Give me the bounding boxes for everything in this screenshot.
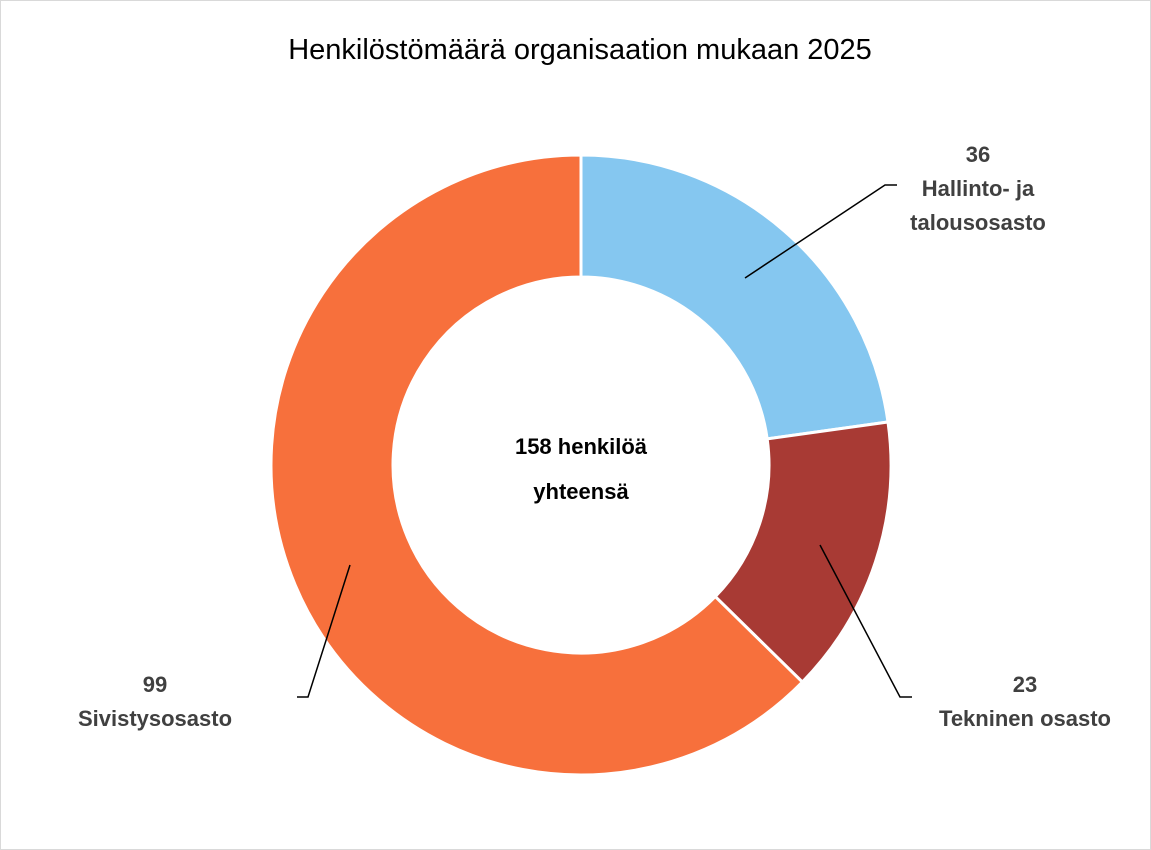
category-label: Tekninen osasto [939,706,1111,731]
slice [579,153,890,441]
center-label: 158 henkilöä yhteensä [431,424,731,514]
value-label: 99 [142,672,168,697]
center-line: yhteensä [533,479,629,504]
value-label: 36 [965,142,991,167]
data-label: 23 Tekninen osasto [915,668,1135,736]
leader-line [744,184,897,279]
center-line: 158 henkilöä [514,434,648,459]
leader-line [297,564,351,698]
data-label: 36 Hallinto- ja talousosasto [878,138,1078,240]
leader-line [819,544,912,698]
slice [269,153,805,777]
data-label: 99 Sivistysosasto [45,668,265,736]
category-label: Hallinto- ja talousosasto [910,176,1046,235]
value-label: 23 [1012,672,1038,697]
chart-title: Henkilöstömäärä organisaation mukaan 202… [288,34,872,66]
category-label: Sivistysosasto [77,706,233,731]
